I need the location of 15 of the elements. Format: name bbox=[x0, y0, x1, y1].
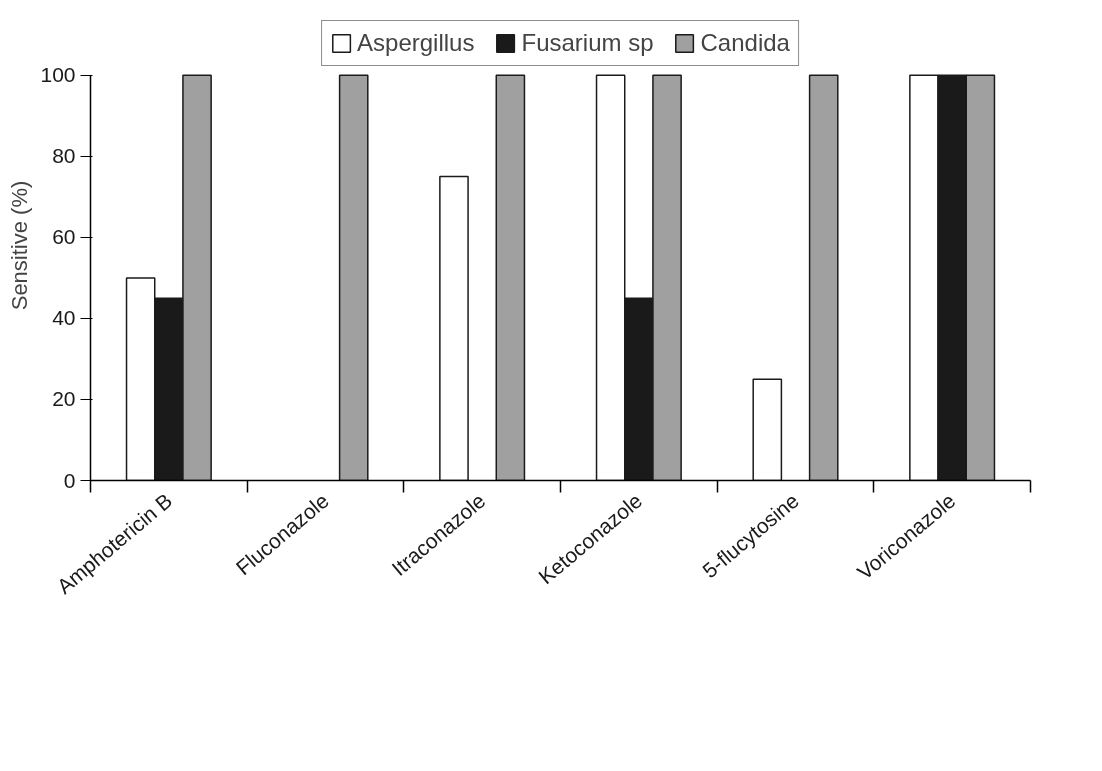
y-tick-label: 20 bbox=[52, 387, 76, 411]
legend-label: Candida bbox=[700, 29, 790, 57]
y-tick-label: 60 bbox=[52, 225, 76, 249]
y-tick-label: 100 bbox=[40, 63, 76, 87]
bar bbox=[752, 378, 783, 481]
bar bbox=[808, 74, 839, 481]
y-tick-label: 0 bbox=[63, 468, 76, 492]
y-axis-title: Sensitive (%) bbox=[7, 180, 33, 311]
bar bbox=[338, 74, 369, 481]
legend-label: Aspergillus bbox=[357, 29, 475, 57]
bar bbox=[495, 74, 526, 481]
bar bbox=[439, 175, 469, 481]
y-tick-label: 80 bbox=[52, 144, 76, 168]
y-tick-label: 40 bbox=[52, 306, 76, 330]
legend-label: Fusarium sp bbox=[521, 29, 654, 57]
